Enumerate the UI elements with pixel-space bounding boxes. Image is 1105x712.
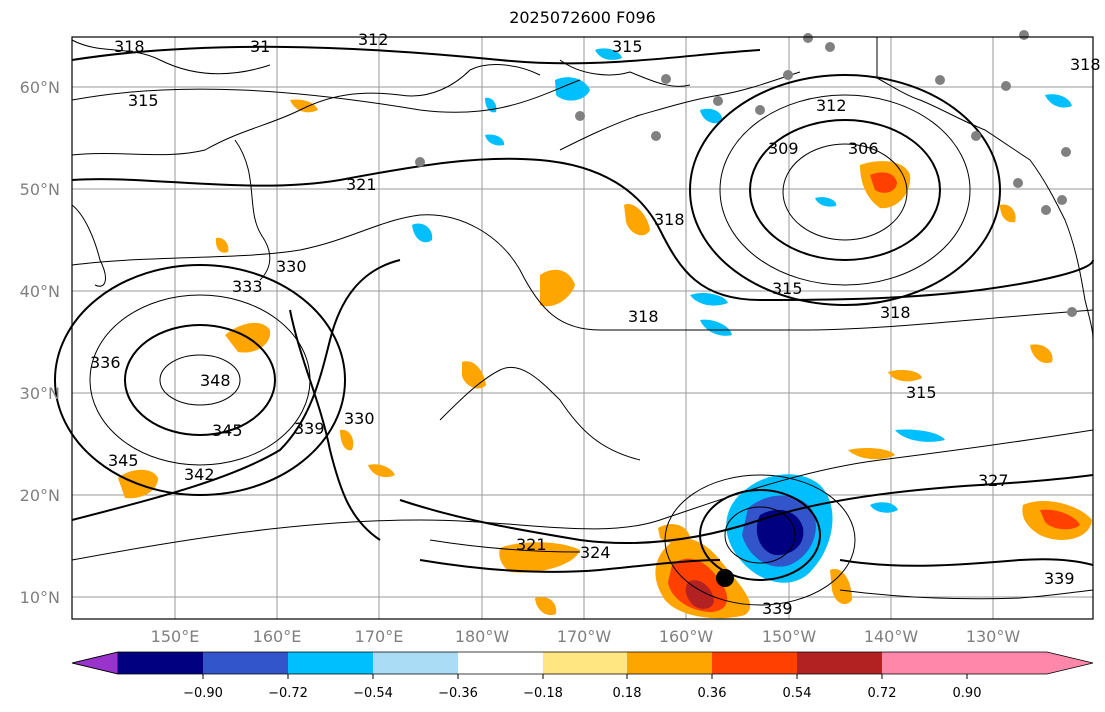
contour-label: 318 [1070, 55, 1101, 74]
contour-label: 309 [768, 139, 799, 158]
colorbar: −0.90 −0.72 −0.54 −0.36 −0.18 0.18 0.36 … [71, 651, 1094, 701]
colorbar-tick-label: 0.90 [953, 686, 982, 701]
lon-label: 160°E [253, 627, 302, 646]
contour-labels: 318 31 312 315 318 315 321 312 309 306 3… [90, 30, 1101, 618]
colorbar-tick-label: −0.72 [268, 686, 308, 701]
contour-label: 321 [346, 175, 377, 194]
contour-label: 333 [232, 277, 263, 296]
lat-label: 50°N [20, 180, 60, 199]
colorbar-segment [458, 652, 543, 674]
colorbar-tick-label: −0.18 [523, 686, 563, 701]
colorbar-extend-low [71, 651, 119, 675]
contour-label: 312 [816, 96, 847, 115]
colorbar-segment [288, 652, 373, 674]
map-title: 2025072600 F096 [509, 8, 656, 27]
lat-label: 60°N [20, 78, 60, 97]
contour-lines [54, 45, 1094, 606]
contour-label: 345 [108, 451, 139, 470]
colorbar-segment [627, 652, 712, 674]
contour-label: 330 [344, 409, 375, 428]
colorbar-tick-label: 0.36 [698, 686, 727, 701]
contour-label: 315 [906, 383, 937, 402]
contour-label: 324 [580, 543, 611, 562]
storm-center-marker [716, 569, 734, 587]
colorbar-tick-label: −0.54 [353, 686, 393, 701]
colorbar-tick-label: 0.72 [868, 686, 897, 701]
colorbar-segment [712, 652, 797, 674]
contour-label: 312 [358, 30, 389, 49]
colorbar-tick-label: −0.90 [183, 686, 223, 701]
lon-label: 170°W [557, 627, 612, 646]
lon-label: 170°E [355, 627, 404, 646]
contour-label: 318 [628, 307, 659, 326]
lon-label: 150°W [762, 627, 817, 646]
contour-label: 330 [276, 257, 307, 276]
lon-label: 160°W [659, 627, 714, 646]
contour-label: 336 [90, 353, 121, 372]
contour-label: 339 [762, 599, 793, 618]
contour-label: 315 [612, 37, 643, 56]
contour-label: 315 [128, 91, 159, 110]
contour-label: 327 [978, 471, 1009, 490]
colorbar-ticks [202, 674, 968, 679]
lon-label: 140°W [864, 627, 919, 646]
map-panel: 318 31 312 315 318 315 321 312 309 306 3… [54, 30, 1101, 620]
lon-label: 130°W [966, 627, 1021, 646]
lon-label: 150°E [151, 627, 200, 646]
colorbar-segment [203, 652, 288, 674]
lat-label: 10°N [20, 588, 60, 607]
colorbar-segment [543, 652, 627, 674]
colorbar-segment [882, 652, 967, 674]
contour-label: 321 [516, 535, 547, 554]
contour-label: 339 [1044, 569, 1075, 588]
colorbar-tick-label: 0.18 [613, 686, 642, 701]
latitude-labels: 60°N 50°N 40°N 30°N 20°N 10°N [20, 78, 60, 607]
lat-label: 40°N [20, 282, 60, 301]
lon-label: 180°W [455, 627, 510, 646]
contour-label: 339 [294, 419, 325, 438]
contour-label: 306 [848, 139, 879, 158]
contour-label: 342 [184, 465, 215, 484]
lat-label: 20°N [20, 486, 60, 505]
colorbar-segment [373, 652, 458, 674]
longitude-labels: 150°E 160°E 170°E 180°W 170°W 160°W 150°… [151, 627, 1021, 646]
anomaly-fills [118, 48, 1092, 619]
map-border [71, 36, 1094, 620]
contour-label: 318 [880, 303, 911, 322]
contour-label: 318 [654, 210, 685, 229]
coastlines [71, 37, 1094, 341]
contour-label: 345 [212, 421, 243, 440]
contour-label: 318 [114, 37, 145, 56]
colorbar-segment [797, 652, 882, 674]
colorbar-tick-label: −0.36 [438, 686, 478, 701]
contour-label: 31 [250, 37, 270, 56]
colorbar-tick-label: 0.54 [783, 686, 812, 701]
contour-label: 315 [772, 279, 803, 298]
lat-label: 30°N [20, 384, 60, 403]
colorbar-segment [118, 652, 203, 674]
contour-label: 348 [200, 371, 231, 390]
